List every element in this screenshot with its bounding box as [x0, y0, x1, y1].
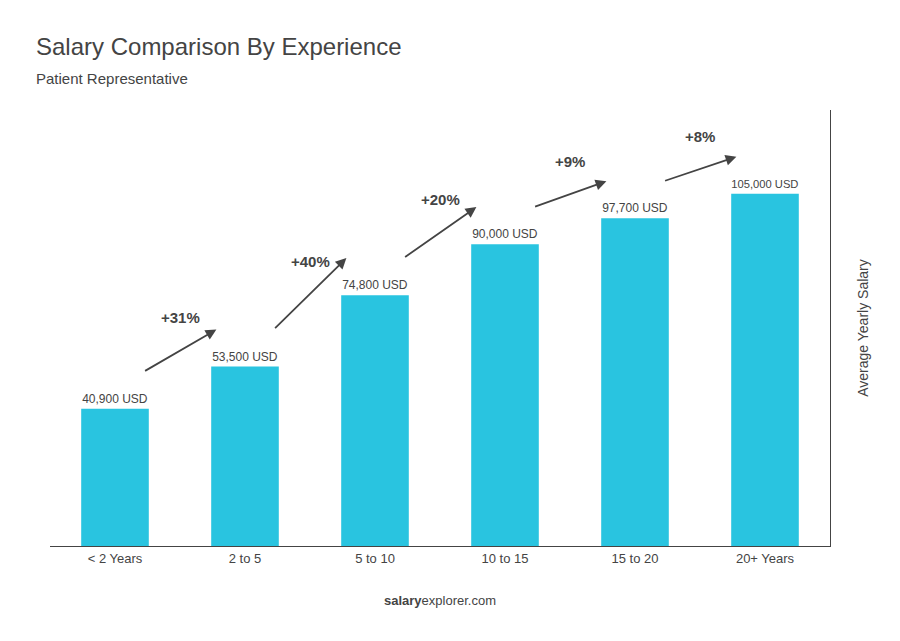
svg-text:Average Yearly Salary: Average Yearly Salary	[855, 259, 871, 397]
svg-text:< 2 Years: < 2 Years	[88, 551, 143, 566]
svg-text:+8%: +8%	[685, 128, 715, 145]
svg-text:20+ Years: 20+ Years	[736, 551, 795, 566]
svg-text:+40%: +40%	[291, 253, 330, 270]
svg-text:15 to 20: 15 to 20	[612, 551, 659, 566]
svg-text:Salary Comparison By Experienc: Salary Comparison By Experience	[36, 33, 402, 60]
svg-text:53,500 USD: 53,500 USD	[212, 350, 278, 364]
svg-text:+31%: +31%	[161, 309, 200, 326]
svg-text:+20%: +20%	[421, 191, 460, 208]
svg-text:2 to 5: 2 to 5	[229, 551, 262, 566]
svg-text:40,900 USD: 40,900 USD	[82, 392, 148, 406]
svg-text:97,700 USD: 97,700 USD	[602, 201, 668, 215]
svg-text:105,000 USD: 105,000 USD	[731, 178, 798, 190]
svg-text:Patient Representative: Patient Representative	[36, 70, 188, 87]
svg-text:90,000 USD: 90,000 USD	[472, 227, 538, 241]
svg-text:10 to 15: 10 to 15	[482, 551, 529, 566]
svg-text:74,800 USD: 74,800 USD	[342, 278, 408, 292]
svg-text:+9%: +9%	[555, 153, 585, 170]
svg-text:5 to 10: 5 to 10	[355, 551, 395, 566]
svg-text:salaryexplorer.com: salaryexplorer.com	[384, 593, 496, 608]
